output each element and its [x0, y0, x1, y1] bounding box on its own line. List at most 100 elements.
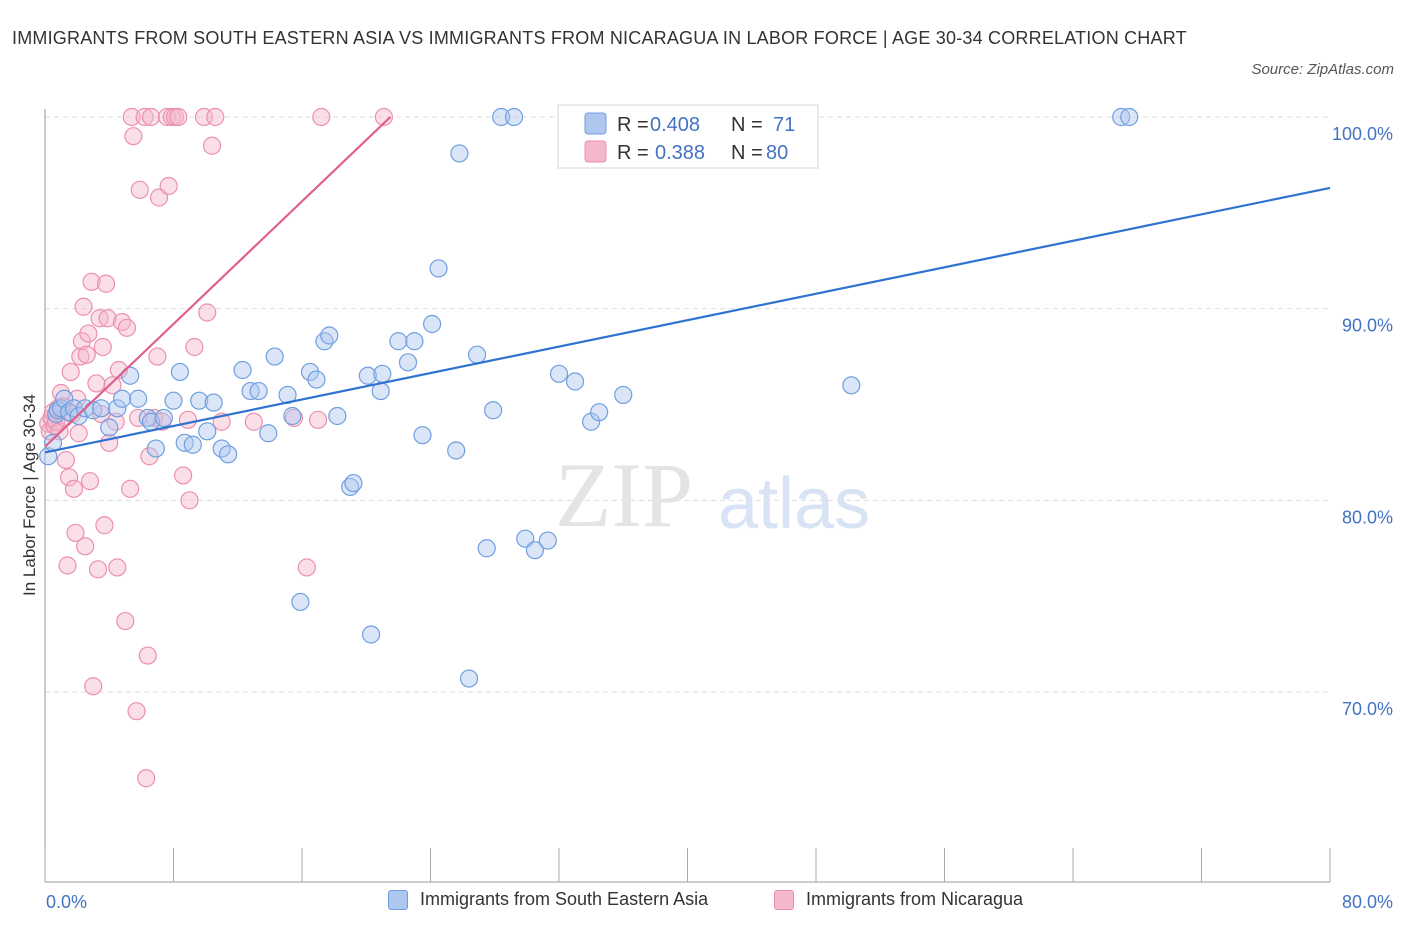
blue-point-53 [423, 314, 442, 334]
watermark-zip: ZIP [555, 444, 693, 546]
y-tick-label-1: 90.0% [1342, 316, 1393, 336]
bottom-legend-swatch-pink [774, 889, 794, 910]
pink-point-70 [198, 303, 217, 322]
blue-point-11 [92, 399, 111, 418]
pink-point-23 [76, 537, 95, 556]
legend-r-label-blue: R = [617, 114, 649, 136]
blue-point-51 [405, 332, 424, 351]
blue-point-45 [358, 366, 377, 385]
blue-point-39 [307, 370, 326, 389]
pink-point-52 [137, 769, 156, 788]
pink-point-38 [103, 376, 122, 395]
y-tick-label-3: 70.0% [1342, 699, 1393, 719]
y-tick-label-2: 80.0% [1342, 507, 1393, 527]
blue-point-16 [129, 389, 148, 408]
blue-point-40 [315, 332, 334, 351]
pink-point-79 [374, 107, 394, 127]
blue-point-55 [447, 441, 466, 460]
pink-point-43 [116, 611, 135, 631]
blue-point-36 [283, 406, 302, 426]
blue-point-59 [477, 539, 496, 558]
pink-point-8 [51, 383, 71, 403]
pink-point-78 [312, 107, 331, 127]
pink-point-16 [64, 479, 84, 498]
pink-point-66 [178, 410, 198, 429]
pink-point-50 [130, 180, 149, 199]
watermark-atlas: atlas [718, 464, 870, 544]
blue-point-50 [398, 353, 418, 372]
legend-n-label-blue: N = [731, 114, 763, 136]
pink-point-14 [61, 362, 80, 382]
blue-point-56 [450, 144, 469, 163]
blue-point-14 [112, 389, 132, 408]
trend-lines [44, 116, 1331, 454]
pink-point-28 [84, 677, 103, 696]
chart-source: Source: ZipAtlas.com [1251, 61, 1394, 78]
blue-point-26 [198, 422, 217, 441]
blue-point-24 [183, 435, 202, 454]
axes [44, 109, 1331, 883]
blue-trend-line [44, 186, 1331, 454]
blue-point-68 [565, 372, 585, 391]
pink-trend-line [44, 116, 392, 448]
pink-point-41 [109, 360, 128, 380]
pink-point-13 [59, 468, 79, 487]
x-tick-max: 80.0% [1342, 892, 1393, 912]
legend-swatch-blue [584, 112, 607, 135]
data-points [39, 107, 1139, 788]
blue-point-37 [291, 592, 310, 612]
pink-point-17 [66, 523, 85, 543]
bottom-legend: Immigrants from South Eastern Asia Immig… [0, 889, 1406, 917]
blue-point-62 [504, 107, 524, 127]
pink-point-44 [117, 318, 137, 337]
pink-point-77 [308, 410, 328, 429]
pink-point-26 [80, 472, 100, 491]
blue-point-61 [492, 107, 511, 127]
legend-n-value-blue: 71 [773, 114, 795, 136]
blue-point-25 [190, 391, 209, 410]
blue-point-5 [55, 389, 74, 408]
blue-point-15 [121, 366, 140, 385]
pink-point-74 [244, 412, 263, 431]
pink-point-25 [79, 324, 98, 343]
pink-point-45 [121, 479, 140, 498]
y-tick-label-0: 100.0% [1332, 124, 1393, 144]
bottom-legend-swatch-blue [388, 889, 408, 910]
pink-point-61 [159, 176, 178, 196]
pink-point-19 [69, 424, 88, 443]
blue-point-54 [429, 259, 448, 278]
pink-point-76 [297, 558, 316, 577]
pink-point-22 [74, 297, 93, 316]
chart-title: IMMIGRANTS FROM SOUTH EASTERN ASIA VS IM… [12, 28, 1187, 48]
blue-point-27 [204, 393, 223, 412]
pink-point-68 [185, 337, 204, 357]
blue-point-64 [525, 541, 545, 560]
pink-point-30 [88, 560, 108, 579]
blue-point-66 [549, 364, 569, 383]
pink-point-40 [108, 558, 127, 577]
pink-point-24 [77, 345, 96, 364]
pink-point-72 [206, 107, 225, 127]
pink-point-53 [138, 646, 157, 665]
blue-point-13 [108, 399, 127, 418]
watermark: ZIP atlas [555, 444, 870, 546]
pink-point-64 [169, 107, 188, 127]
blue-point-12 [100, 418, 119, 437]
pink-point-35 [96, 274, 116, 293]
blue-point-71 [614, 385, 633, 405]
blue-point-44 [344, 473, 363, 493]
pink-point-55 [141, 107, 161, 127]
blue-point-52 [413, 426, 432, 445]
blue-point-70 [590, 403, 609, 422]
pink-point-20 [71, 347, 90, 366]
blue-point-48 [373, 364, 392, 383]
pink-point-29 [87, 374, 106, 393]
pink-point-36 [98, 309, 117, 328]
legend-n-label-pink: N = [731, 142, 763, 164]
grid-lines [45, 116, 1330, 693]
bottom-legend-label-pink: Immigrants from Nicaragua [806, 889, 1024, 909]
blue-point-57 [459, 669, 479, 688]
legend-r-label-pink: R = [617, 142, 649, 164]
blue-point-75 [1120, 107, 1139, 127]
pink-point-33 [93, 337, 112, 357]
